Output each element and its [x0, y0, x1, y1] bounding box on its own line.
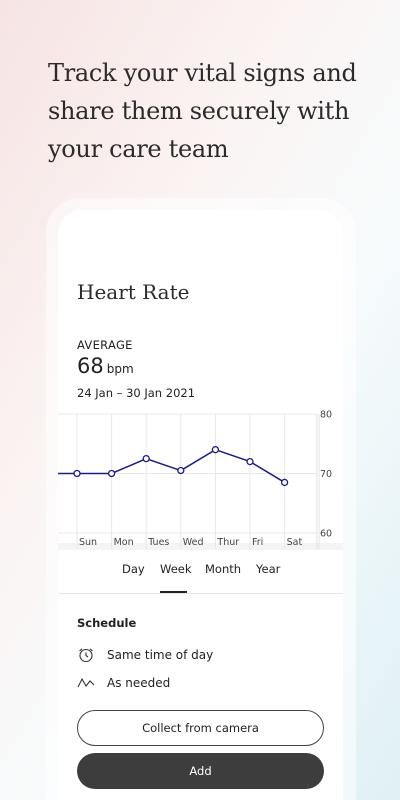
divider — [58, 593, 343, 594]
data-point — [211, 446, 220, 454]
zigzag-icon — [77, 675, 95, 691]
y-tick-label: 70 — [320, 469, 332, 480]
data-point — [246, 457, 254, 466]
schedule-option-same-time[interactable]: Same time of day — [77, 645, 213, 665]
x-tick-label: Mon — [114, 537, 134, 548]
date-range: 24 Jan – 30 Jan 2021 — [77, 386, 196, 400]
series-line — [58, 448, 285, 484]
add-button[interactable]: Add — [77, 753, 324, 789]
collect-from-camera-button[interactable]: Collect from camera — [77, 710, 324, 746]
data-point — [280, 478, 289, 487]
average-value: 68 bpm — [77, 354, 134, 378]
tab-year[interactable]: Year — [256, 562, 281, 576]
schedule-heading: Schedule — [77, 616, 137, 630]
data-point — [177, 466, 185, 475]
schedule-option-as-needed[interactable]: As needed — [77, 673, 170, 693]
headline: Track your vital signs and share them se… — [48, 59, 357, 163]
average-unit: bpm — [106, 362, 134, 376]
x-tick-label: Fri — [252, 537, 263, 548]
alarm-clock-icon — [77, 647, 95, 663]
tab-week[interactable]: Week — [160, 562, 192, 576]
average-number: 68 — [77, 354, 104, 378]
heart-rate-chart: 80 70 60 Sun Mon Tues Wed Thur Fri Sat — [58, 410, 332, 549]
y-tick-label: 80 — [320, 410, 332, 421]
heart-rate-card: Heart Rate AVERAGE 68 bpm 24 Jan – 30 Jan… — [58, 210, 343, 800]
x-tick-label: Sat — [287, 537, 303, 548]
period-tabs: Day Week Month Year — [58, 550, 343, 594]
schedule-option-label: As needed — [107, 676, 171, 690]
x-tick-label: Wed — [183, 537, 204, 548]
schedule-option-label: Same time of day — [107, 648, 214, 662]
tab-month[interactable]: Month — [205, 562, 242, 576]
data-point — [107, 469, 116, 478]
tab-day[interactable]: Day — [122, 562, 145, 576]
x-tick-label: Tues — [147, 537, 169, 548]
x-tick-label: Thur — [216, 537, 239, 548]
y-tick-label: 60 — [320, 529, 332, 540]
data-point — [73, 469, 81, 478]
active-tab-indicator — [160, 591, 187, 593]
data-point — [142, 454, 150, 463]
page-title: Heart Rate — [77, 280, 190, 304]
average-label: AVERAGE — [77, 338, 133, 352]
x-tick-label: Sun — [79, 537, 97, 548]
